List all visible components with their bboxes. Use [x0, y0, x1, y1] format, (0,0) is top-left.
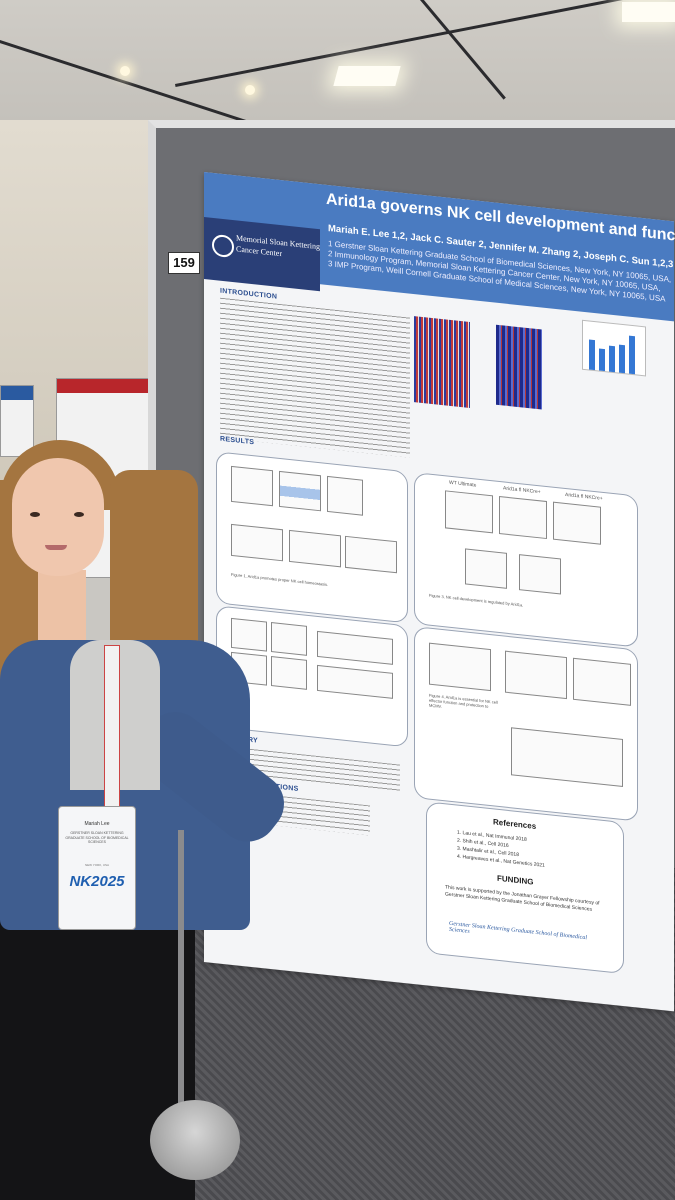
heatmap-figure: [496, 324, 542, 410]
person-face: [12, 458, 104, 576]
ceiling-light: [622, 2, 675, 22]
board-number: 159: [168, 252, 200, 274]
figure-panel-3: WT Ultimate Arid1a fl NKCre+ Arid1a fl N…: [414, 472, 638, 648]
badge-logo: NK2025: [69, 873, 125, 890]
person-eye: [30, 512, 40, 517]
panel-label: Arid1a fl NKCre+: [565, 491, 603, 502]
badge-name: Mariah Lee: [84, 821, 110, 827]
figure-panel-4: Figure 4. Arid1a is essential for NK cel…: [414, 626, 638, 822]
panel-label: WT Ultimate: [449, 479, 477, 489]
references-title: References: [493, 817, 537, 831]
ceiling-spotlight: [245, 85, 255, 95]
person-mouth: [45, 545, 67, 550]
stand-base: [150, 1100, 240, 1180]
heatmap-figure: [414, 316, 470, 408]
funding-title: FUNDING: [497, 873, 534, 887]
figure-caption: Figure 3. NK cell development is regulat…: [429, 592, 524, 608]
figure-panel-1: Figure 1. Arid1a promotes proper NK cell…: [216, 451, 408, 624]
research-poster: Memorial Sloan Kettering Cancer Center A…: [204, 172, 675, 1012]
funding-text: This work is supported by the Jonathan G…: [445, 884, 600, 913]
figure-caption: Figure 1. Arid1a promotes proper NK cell…: [231, 571, 329, 588]
panel-label: Arid1a fl NKCre+: [503, 485, 541, 496]
person-eye: [74, 512, 84, 517]
stand-pole: [178, 830, 184, 1130]
background-poster: [0, 385, 34, 457]
badge-organization: GERSTNER SLOAN KETTERING GRADUATE SCHOOL…: [65, 831, 129, 844]
gsk-logo: Gerstner Sloan Kettering Graduate School…: [449, 920, 587, 942]
badge-location: NEW YORK, USA: [84, 863, 110, 867]
msk-logo-icon: [212, 233, 234, 259]
introduction-text: [220, 297, 410, 458]
ceiling-spotlight: [120, 66, 130, 76]
ceiling-light: [333, 66, 401, 86]
bar-chart-figure: [582, 319, 646, 377]
references-box: References 1. Lau et al., Nat Immunol 20…: [426, 801, 624, 975]
figure-caption: Figure 4. Arid1a is essential for NK cel…: [429, 692, 498, 710]
msk-logo: Memorial Sloan Kettering Cancer Center: [204, 217, 320, 292]
name-badge: Mariah Lee GERSTNER SLOAN KETTERING GRAD…: [58, 806, 136, 930]
lanyard: [104, 645, 120, 807]
person-neck: [38, 570, 86, 640]
